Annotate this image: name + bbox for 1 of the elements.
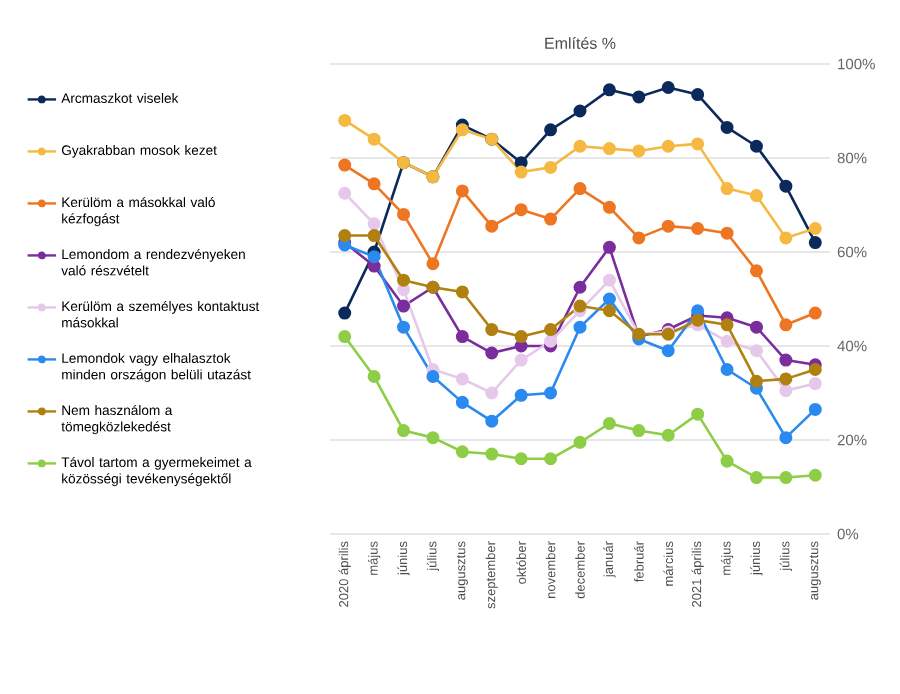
chart-title: Említés %	[545, 36, 616, 49]
